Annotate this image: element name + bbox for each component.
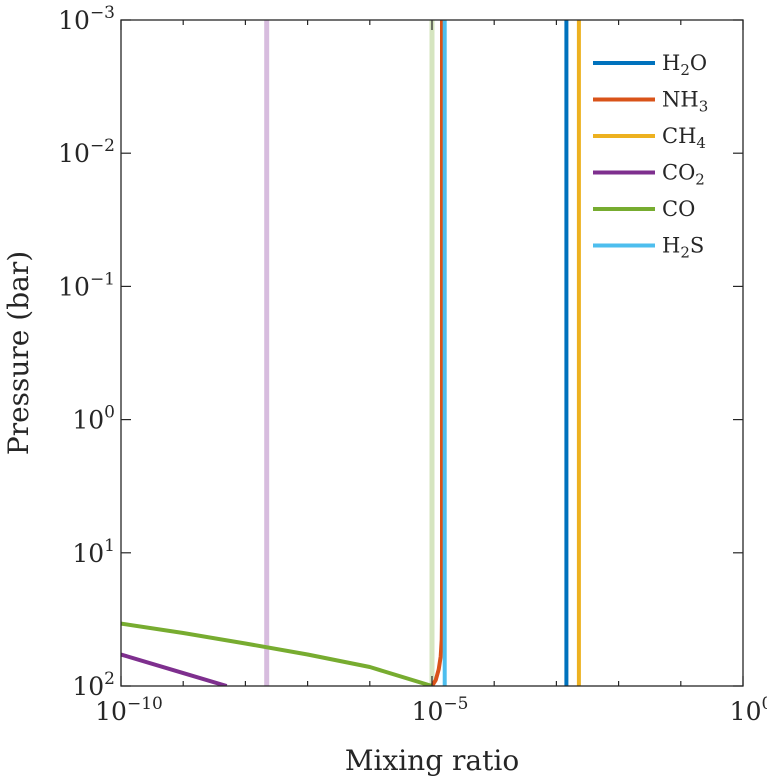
legend-label-co2: CO2 — [662, 161, 705, 189]
y-tick-label: 10−3 — [58, 3, 115, 35]
x-tick-label: 100 — [730, 694, 767, 726]
y-tick-label: 10−1 — [58, 269, 115, 301]
x-tick-label: 10−5 — [412, 694, 469, 726]
legend-label-ch4: CH4 — [662, 124, 706, 152]
legend-label-h2o: H2O — [662, 51, 707, 79]
legend-label-co: CO — [662, 197, 695, 221]
y-tick-label: 102 — [72, 669, 115, 701]
series-line-co2 — [121, 652, 228, 686]
series-line-nh3 — [430, 20, 444, 686]
legend-label-h2s: H2S — [662, 234, 704, 262]
x-tick-label: 10−10 — [95, 694, 163, 726]
y-tick-label: 10−2 — [58, 136, 115, 168]
y-tick-label: 100 — [72, 403, 115, 435]
series-line-co — [121, 621, 433, 686]
legend-label-nh3: NH3 — [662, 88, 708, 116]
x-axis-label: Mixing ratio — [345, 744, 519, 777]
y-axis-label: Pressure (bar) — [2, 251, 35, 455]
y-tick-label: 101 — [72, 536, 115, 568]
legend: H2O NH3 CH4 CO2 CO H2S — [593, 51, 708, 262]
